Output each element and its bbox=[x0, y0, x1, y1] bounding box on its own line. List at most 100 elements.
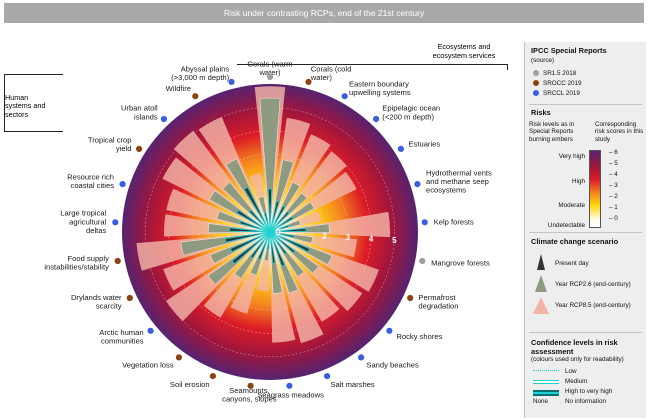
report-dot bbox=[419, 257, 426, 265]
scenario-label: Year RCP2.6 (end-century) bbox=[555, 281, 631, 288]
risk-score-label: – 5 bbox=[609, 160, 618, 167]
report-dot bbox=[247, 382, 254, 389]
present-day-bar bbox=[269, 227, 307, 233]
confidence-label: No information bbox=[565, 398, 606, 405]
category-label-line: Mangrove forests bbox=[431, 258, 490, 267]
category-label: Drylands water scarcity bbox=[71, 293, 122, 311]
report-dot bbox=[386, 327, 393, 334]
category-label-line: Sandy beaches bbox=[366, 360, 419, 369]
radial-tick-label: 2 bbox=[322, 231, 327, 240]
category-label-line: water) bbox=[310, 73, 333, 82]
category-label-line: instabilities/stability bbox=[44, 263, 109, 272]
category-label-line: agricultural bbox=[69, 217, 106, 226]
category-label-line: Seagrass meadows bbox=[257, 390, 324, 399]
report-dot bbox=[341, 93, 348, 100]
report-dot bbox=[324, 373, 331, 380]
category-label-line: Wildfire bbox=[166, 84, 191, 93]
present-day-bar bbox=[269, 231, 288, 255]
present-day-wedge-icon bbox=[537, 254, 545, 270]
report-dot bbox=[358, 354, 365, 361]
present-day-bar bbox=[269, 224, 290, 233]
category-label-line: Large tropical bbox=[60, 209, 106, 218]
category-label-line: Kelp forests bbox=[434, 217, 474, 226]
category-label-line: Corals (cold bbox=[311, 65, 352, 74]
category-label: Large tropical agricultural deltas bbox=[60, 209, 106, 235]
radial-tick-label: 3 bbox=[346, 233, 351, 242]
risk-score-label: – 3 bbox=[609, 182, 618, 189]
rcp85-wedge-icon bbox=[533, 297, 549, 314]
category-label-line: Vegetation loss bbox=[122, 360, 174, 369]
present-day-bar bbox=[269, 200, 280, 233]
category-label: Resource rich coastal cities bbox=[67, 173, 114, 191]
report-dot bbox=[373, 115, 380, 123]
report-dot bbox=[175, 354, 182, 361]
present-day-bar bbox=[269, 205, 286, 233]
rcp26-bar bbox=[269, 159, 294, 233]
rcp85-bar bbox=[256, 232, 270, 292]
category-label-line: (>3,000 m depth) bbox=[171, 73, 230, 82]
human-systems-label: Human systems and sectors bbox=[5, 93, 49, 120]
category-label-line: yield bbox=[116, 144, 132, 153]
ecosystems-bracket-tick bbox=[507, 64, 508, 70]
present-day-bar bbox=[239, 220, 271, 233]
category-label-line: degradation bbox=[418, 302, 458, 311]
present-day-bar bbox=[248, 209, 271, 233]
category-label-line: communities bbox=[101, 336, 144, 345]
grid-ring bbox=[145, 107, 395, 357]
report-dot bbox=[136, 145, 143, 152]
category-label: Corals (cold water) bbox=[310, 65, 352, 83]
confidence-label: Medium bbox=[565, 378, 588, 385]
category-label: Soil erosion bbox=[170, 380, 210, 389]
present-day-bar bbox=[269, 231, 276, 264]
category-label-line: water) bbox=[258, 68, 281, 77]
radial-tick-label: 5 bbox=[392, 236, 397, 245]
category-label: Urban atoll islands bbox=[121, 104, 158, 122]
report-dot bbox=[397, 145, 404, 152]
report-dot bbox=[119, 181, 126, 188]
category-label-line: and methane seep bbox=[426, 177, 489, 186]
risk-score-label: – 1 bbox=[609, 204, 618, 211]
category-label-line: Estuaries bbox=[409, 140, 441, 149]
category-label: Wildfire bbox=[166, 84, 191, 93]
present-day-bar bbox=[263, 212, 271, 233]
category-label: Rocky shores bbox=[396, 332, 442, 341]
risk-level-label: High bbox=[572, 178, 585, 185]
rcp85-bar bbox=[270, 232, 296, 343]
rcp26-bar bbox=[180, 231, 271, 256]
category-label-line: ecosystems bbox=[426, 186, 466, 195]
category-label-line: (<200 m depth) bbox=[382, 112, 434, 121]
category-label: Permafrost degradation bbox=[418, 293, 458, 311]
category-label: Arctic human communities bbox=[99, 328, 144, 346]
category-label: Food supply instabilities/stability bbox=[44, 254, 109, 272]
report-swatch bbox=[533, 90, 539, 96]
category-label-line: islands bbox=[134, 112, 158, 121]
category-label: Seamounts, canyons, slopes bbox=[222, 386, 277, 404]
category-label-line: Rocky shores bbox=[396, 332, 442, 341]
category-label-line: scarcity bbox=[96, 302, 122, 311]
category-label-line: Soil erosion bbox=[170, 380, 210, 389]
report-dot bbox=[266, 73, 274, 81]
risk-level-label: Undetectable bbox=[547, 222, 585, 229]
legend-confidence-subtitle: (colours used only for readability) bbox=[531, 356, 624, 363]
report-dot bbox=[112, 219, 119, 226]
report-dot bbox=[414, 181, 421, 188]
confidence-label: Low bbox=[565, 368, 577, 375]
category-label: Seagrass meadows bbox=[257, 390, 324, 399]
present-day-bar bbox=[243, 186, 271, 233]
category-label: Kelp forests bbox=[434, 217, 474, 226]
present-day-bar bbox=[236, 209, 271, 233]
present-day-bar bbox=[267, 188, 273, 233]
confidence-none-key: None bbox=[533, 398, 549, 405]
legend-panel: IPCC Special Reports (source) SR1.5 2018… bbox=[524, 42, 646, 418]
report-name: SR1.5 2018 bbox=[543, 69, 577, 77]
category-label: Sandy beaches bbox=[366, 360, 419, 369]
risk-score-label: – 6 bbox=[609, 149, 618, 156]
report-name: SRCCL 2019 bbox=[543, 89, 580, 97]
human-systems-bracket bbox=[4, 74, 63, 132]
legend-scenario-title: Climate change scenario bbox=[531, 237, 619, 246]
rcp26-bar bbox=[259, 97, 281, 233]
report-dot bbox=[114, 257, 121, 265]
radial-tick-label: 4 bbox=[369, 234, 374, 243]
present-day-bar bbox=[266, 231, 271, 250]
risk-color-bar bbox=[589, 150, 601, 228]
